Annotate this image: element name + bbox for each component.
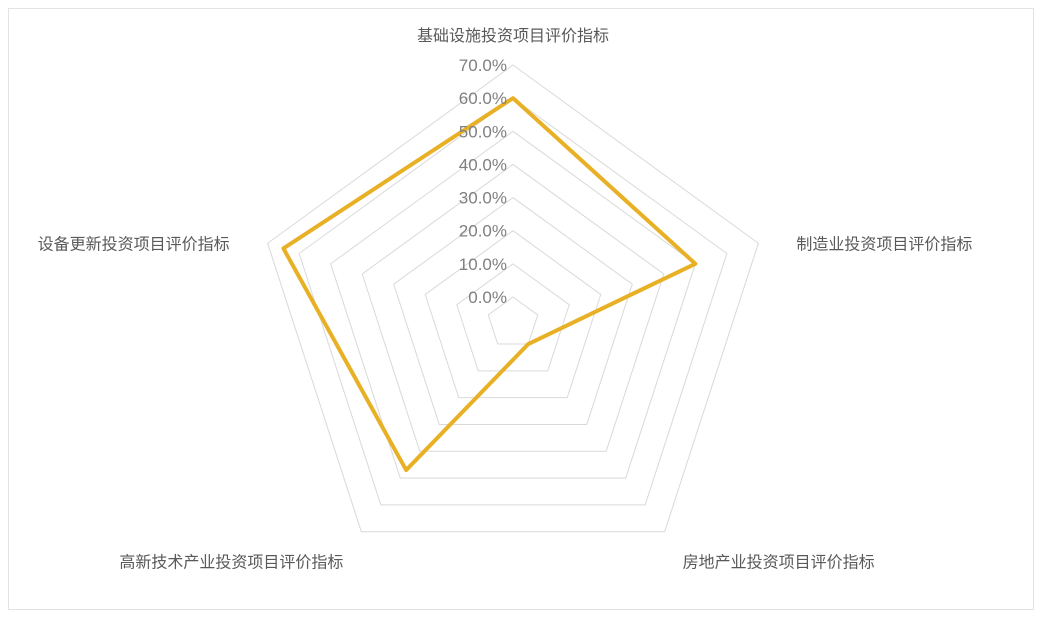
grid-ring-70 [267,64,759,533]
grid-rings-group [267,64,759,533]
chart-frame: 0.0% 10.0% 20.0% 30.0% 40.0% 50.0% 60.0% 70.0% … [8,8,1034,610]
radial-tick-label-10: 10.0% [459,255,507,274]
radial-tick-label-30: 30.0% [459,189,507,208]
axis-spokes-group [268,65,759,532]
category-label-4: 设备更新投资项目评价指标 [38,235,230,253]
series-polygon-0[interactable] [281,96,698,473]
radar-chart-plot-area: 0.0% 10.0% 20.0% 30.0% 40.0% 50.0% 60.0% 70.0% … [9,9,1035,611]
radar-chart-svg: 0.0%10.0%20.0%30.0%40.0%50.0%60.0%70.0% … [38,27,973,572]
grid-ring-30 [393,196,633,425]
grid-ring-50 [330,130,696,479]
grid-ring-10 [456,263,570,372]
radial-tick-label-60: 60.0% [459,89,507,108]
radial-tick-label-40: 40.0% [459,155,507,174]
axis-spoke-1 [538,243,759,315]
axis-spoke-2 [528,344,664,532]
radial-tick-label-20: 20.0% [459,222,507,241]
category-label-2: 房地产业投资项目评价指标 [683,554,875,572]
radial-tick-label-0: 0.0% [468,288,507,307]
category-label-1: 制造业投资项目评价指标 [796,235,972,253]
grid-ring-40 [361,163,665,452]
radial-tick-label-50: 50.0% [459,122,507,141]
data-series-group [281,96,698,473]
axis-spoke-3 [361,344,497,532]
radial-tick-label-70: 70.0% [459,56,507,75]
category-label-3: 高新技术产业投资项目评价指标 [119,554,343,572]
category-label-0: 基础设施投资项目评价指标 [417,27,609,45]
grid-ring-60 [298,97,728,506]
radial-tick-labels-group: 0.0% 10.0% 20.0% 30.0% 40.0% 50.0% 60.0% 70.0% [459,56,507,307]
grid-ring-0 [487,296,539,345]
grid-ring-20 [424,230,602,399]
